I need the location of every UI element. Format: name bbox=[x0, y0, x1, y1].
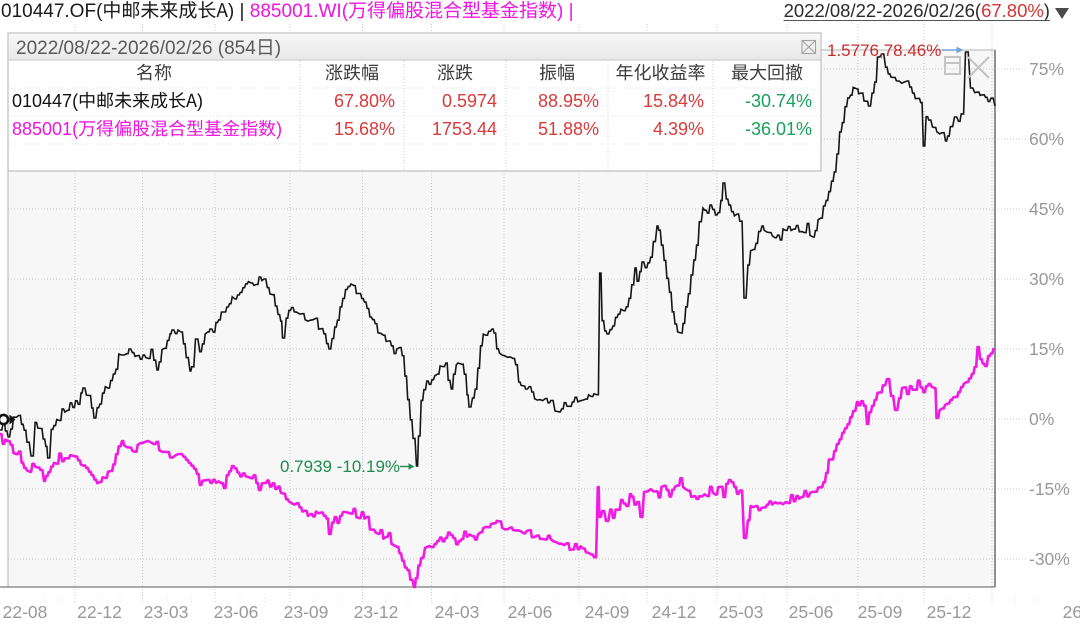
svg-text:23-03: 23-03 bbox=[144, 602, 189, 622]
svg-text:67.80%: 67.80% bbox=[981, 0, 1044, 21]
svg-text:51.88%: 51.88% bbox=[538, 119, 599, 139]
svg-text:1753.44: 1753.44 bbox=[432, 119, 497, 139]
svg-text:23-12: 23-12 bbox=[354, 602, 399, 622]
svg-text:23-09: 23-09 bbox=[284, 602, 329, 622]
svg-text:1.5776,78.46%: 1.5776,78.46% bbox=[827, 41, 941, 60]
svg-text:): ) bbox=[275, 38, 281, 59]
svg-text:24-03: 24-03 bbox=[435, 602, 480, 622]
svg-text:-30%: -30% bbox=[1029, 549, 1070, 569]
svg-text:): ) bbox=[1044, 0, 1050, 21]
svg-text:-36.01%: -36.01% bbox=[745, 119, 812, 139]
svg-text:24-09: 24-09 bbox=[585, 602, 630, 622]
svg-text:) |: ) | bbox=[557, 1, 574, 22]
svg-text:25-09: 25-09 bbox=[858, 602, 903, 622]
svg-text:45%: 45% bbox=[1029, 199, 1064, 219]
svg-text:15.68%: 15.68% bbox=[334, 119, 395, 139]
svg-text:22-12: 22-12 bbox=[77, 602, 122, 622]
svg-text:0.7939 -10.19%: 0.7939 -10.19% bbox=[280, 457, 400, 476]
svg-text:75%: 75% bbox=[1029, 59, 1064, 79]
svg-text:): ) bbox=[276, 119, 282, 139]
svg-text:0.5974: 0.5974 bbox=[442, 91, 497, 111]
svg-text:010447(: 010447( bbox=[12, 91, 78, 111]
svg-text:0%: 0% bbox=[1029, 409, 1054, 429]
svg-text:24-06: 24-06 bbox=[508, 602, 553, 622]
svg-text:25-03: 25-03 bbox=[719, 602, 764, 622]
svg-text:2022/08/22-2026/02/26 (854: 2022/08/22-2026/02/26 (854 bbox=[16, 38, 256, 59]
svg-text:60%: 60% bbox=[1029, 129, 1064, 149]
svg-text:67.80%: 67.80% bbox=[334, 91, 395, 111]
svg-text:): ) bbox=[197, 91, 203, 111]
svg-text:010447.OF(: 010447.OF( bbox=[1, 1, 103, 22]
svg-text:15%: 15% bbox=[1029, 339, 1064, 359]
svg-text:23-06: 23-06 bbox=[214, 602, 259, 622]
svg-text:4.39%: 4.39% bbox=[653, 119, 704, 139]
svg-text:30%: 30% bbox=[1029, 269, 1064, 289]
svg-text:25-12: 25-12 bbox=[927, 602, 972, 622]
svg-text:88.95%: 88.95% bbox=[538, 91, 599, 111]
svg-text:) |: ) | bbox=[228, 1, 245, 22]
svg-text:885001(: 885001( bbox=[12, 119, 78, 139]
svg-text:2022/08/22-2026/02/26(: 2022/08/22-2026/02/26( bbox=[784, 0, 982, 21]
svg-text:-15%: -15% bbox=[1029, 479, 1070, 499]
svg-text:24-12: 24-12 bbox=[652, 602, 697, 622]
svg-text:25-06: 25-06 bbox=[789, 602, 834, 622]
svg-text:15.84%: 15.84% bbox=[643, 91, 704, 111]
svg-text:-30.74%: -30.74% bbox=[745, 91, 812, 111]
svg-text:22-08: 22-08 bbox=[3, 602, 48, 622]
svg-text:885001.WI(: 885001.WI( bbox=[250, 1, 349, 22]
svg-text:26-02: 26-02 bbox=[1063, 602, 1080, 622]
